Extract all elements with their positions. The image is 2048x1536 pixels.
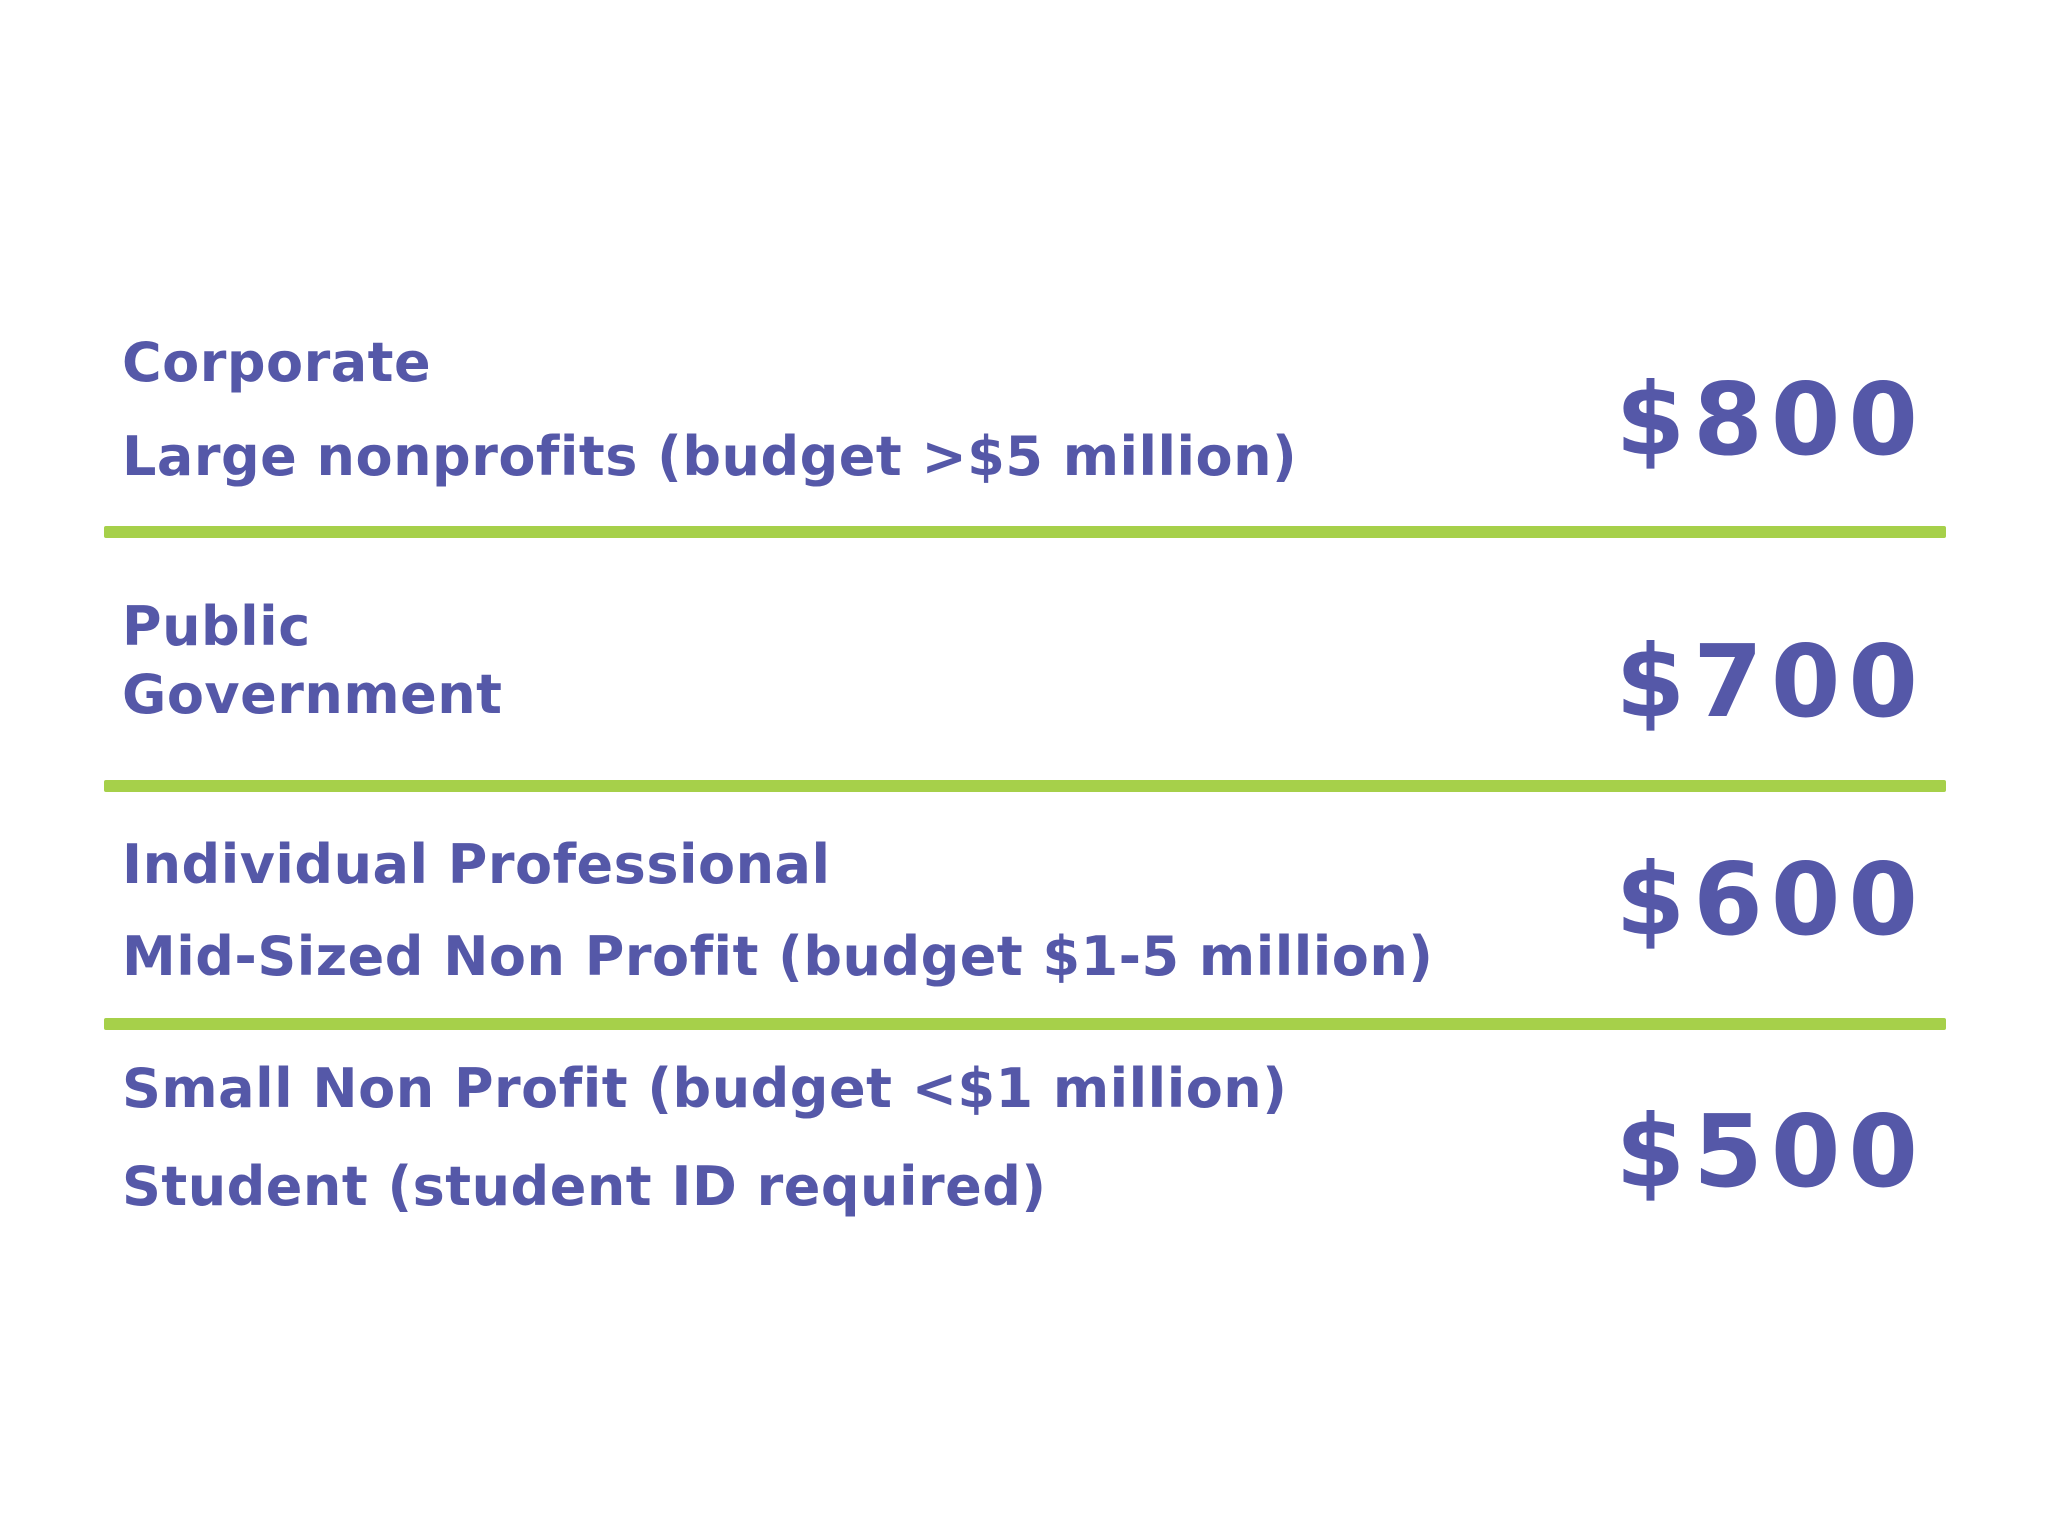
- tier-label-line-1: Public: [122, 595, 311, 658]
- tier-row-corporate: Corporate Large nonprofits (budget >$5 m…: [104, 320, 1946, 520]
- divider: [104, 1018, 1946, 1030]
- tier-label-line-2: Government: [122, 663, 503, 726]
- tier-label-line-1: Individual Professional: [122, 833, 831, 896]
- tier-label-line-2: Large nonprofits (budget >$5 million): [122, 425, 1298, 488]
- tier-row-small-nonprofit: Small Non Profit (budget <$1 million) St…: [104, 1040, 1946, 1240]
- tier-row-individual-professional: Individual Professional Mid-Sized Non Pr…: [104, 820, 1946, 1020]
- tier-price: $500: [1615, 1093, 1926, 1210]
- tier-price: $600: [1615, 841, 1926, 958]
- tier-label-line-1: Corporate: [122, 331, 432, 394]
- tier-label-line-2: Student (student ID required): [122, 1155, 1047, 1218]
- tier-price: $800: [1615, 361, 1926, 478]
- divider: [104, 780, 1946, 792]
- tier-label-line-2: Mid-Sized Non Profit (budget $1-5 millio…: [122, 925, 1434, 988]
- tier-price: $700: [1615, 623, 1926, 740]
- tier-row-public: Public Government $700: [104, 580, 1946, 780]
- tier-label-line-1: Small Non Profit (budget <$1 million): [122, 1057, 1288, 1120]
- divider: [104, 526, 1946, 538]
